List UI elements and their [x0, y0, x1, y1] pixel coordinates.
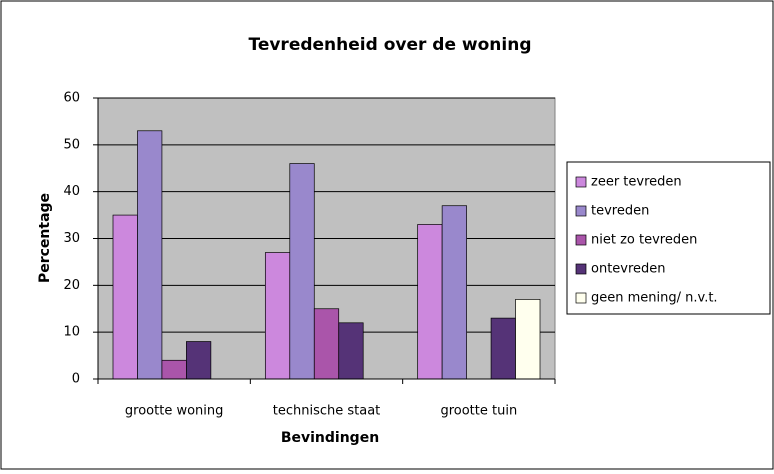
legend-swatch [575, 263, 587, 275]
x-tick-label: grootte woning [125, 404, 223, 419]
y-tick-label: 10 [63, 325, 80, 340]
legend-label: ontevreden [591, 262, 666, 277]
legend-swatch [575, 292, 587, 304]
y-tick-label: 30 [63, 231, 80, 246]
legend-label: tevreden [591, 204, 649, 219]
bar [338, 322, 364, 380]
legend [566, 161, 771, 315]
y-axis-title: Percentage [37, 193, 53, 283]
legend-swatch [575, 176, 587, 188]
bar [490, 317, 516, 380]
bar [515, 299, 541, 380]
chart-title: Tevredenheid over de woning [248, 35, 531, 55]
bar [112, 214, 138, 380]
y-tick-label: 60 [63, 91, 80, 106]
y-tick-label: 50 [63, 137, 80, 152]
legend-label: zeer tevreden [591, 175, 682, 190]
x-axis-title: Bevindingen [281, 430, 379, 446]
x-tick-label: technische staat [273, 404, 381, 419]
legend-swatch [575, 205, 587, 217]
y-tick-label: 0 [72, 372, 80, 387]
bar [417, 224, 443, 380]
x-tick-label: grootte tuin [440, 404, 517, 419]
bar [161, 359, 187, 380]
bar [186, 341, 212, 380]
bar [313, 308, 340, 380]
bar [441, 205, 467, 380]
y-tick-label: 40 [63, 184, 80, 199]
bar [289, 163, 315, 380]
y-tick-label: 20 [63, 278, 80, 293]
bar [264, 252, 291, 380]
legend-label: geen mening/ n.v.t. [591, 291, 718, 306]
legend-swatch [575, 234, 587, 246]
bar [137, 130, 163, 380]
legend-label: niet zo tevreden [591, 233, 697, 248]
